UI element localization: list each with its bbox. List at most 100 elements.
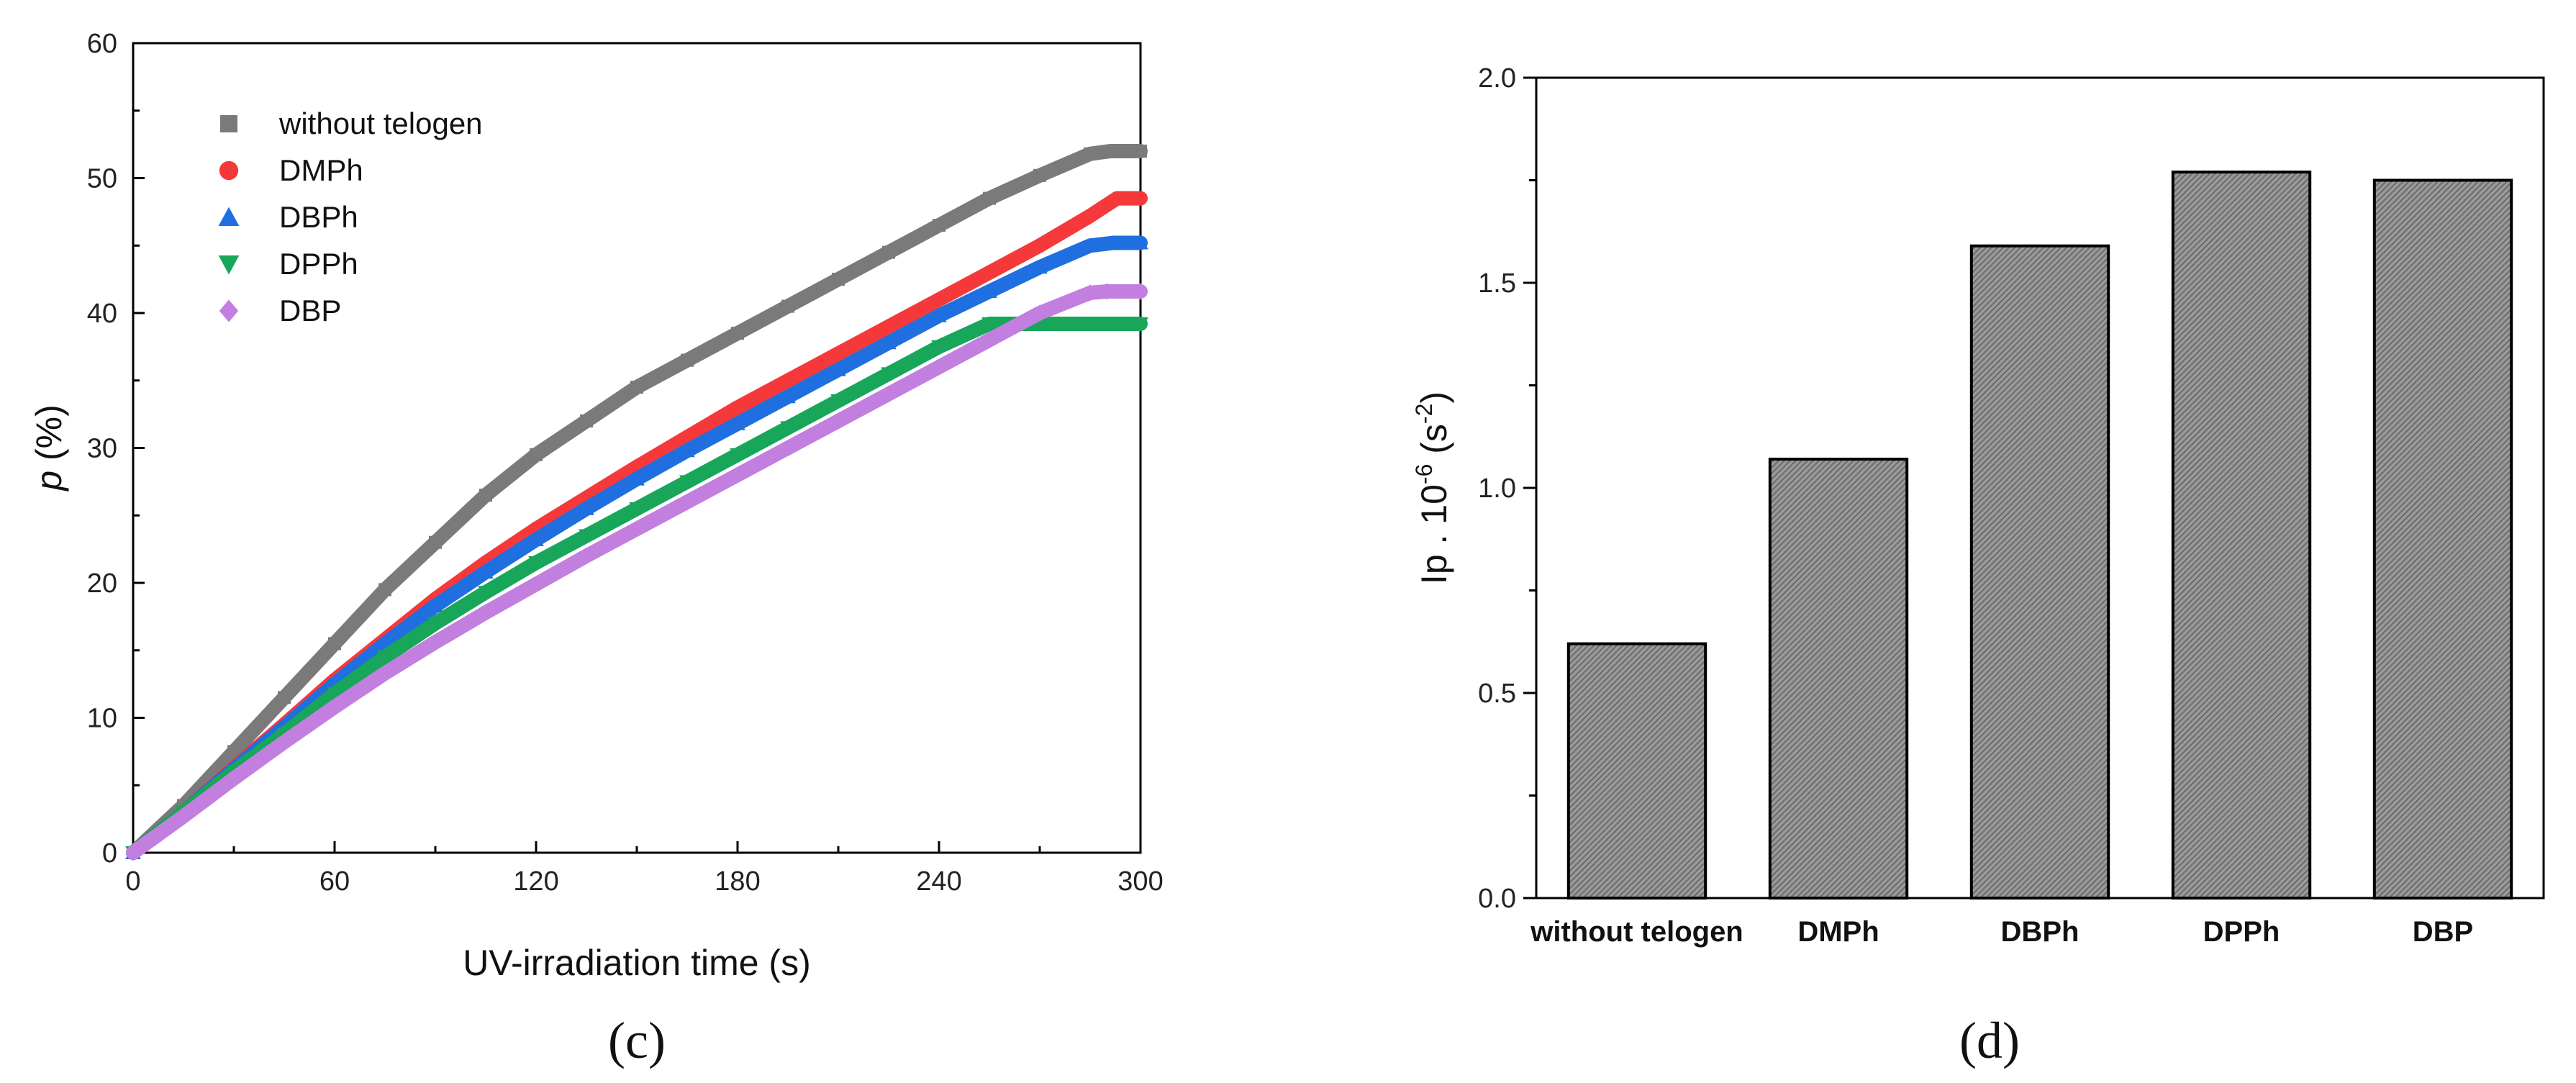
data-point-without-telogen (530, 448, 543, 461)
data-point-dbph (629, 471, 645, 486)
line-chart-y-tick-label: 40 (87, 299, 117, 329)
bar-chart-y-tick-label: 2.0 (1478, 63, 1516, 94)
data-point-dpph (528, 556, 544, 571)
line-chart-x-tick-label: 120 (513, 866, 558, 897)
data-point-without-telogen (1033, 168, 1046, 182)
line-chart-x-tick-label: 0 (125, 866, 140, 897)
data-point-dbp (831, 412, 845, 430)
data-point-dbp (630, 520, 644, 538)
data-point-dbp (1099, 283, 1115, 300)
panel-label-c: (c) (608, 1012, 666, 1069)
data-point-without-telogen (882, 245, 895, 259)
data-point-dpph (881, 367, 897, 382)
bar-chart-x-axis: without telogen DMPh DBPh DPPh DBP (1530, 916, 2473, 948)
data-point-dbph (528, 532, 544, 546)
data-point-dpph (1082, 317, 1098, 332)
line-chart-x-axis: 0 60 120 180 240 300 (125, 841, 1164, 897)
legend-label-dbp: DBP (279, 294, 341, 327)
data-point-dpph (780, 421, 796, 436)
data-point-dbph (679, 443, 695, 458)
line-chart-y-tick-label: 60 (87, 29, 117, 59)
data-point-dbph (1133, 235, 1148, 250)
data-point-without-telogen (681, 353, 694, 367)
data-point-dbp (277, 733, 291, 751)
legend-label-dbph: DBPh (279, 200, 358, 234)
data-point-without-telogen (429, 535, 442, 549)
bar-dbph (1969, 244, 2110, 900)
bar-dpph (2171, 171, 2312, 900)
data-point-dbp (730, 466, 745, 484)
line-chart-panel: 0 10 20 30 40 50 60 0 60 120 180 240 300 without te… (29, 29, 1164, 1069)
legend-entry-dpph: DPPh (218, 247, 358, 281)
bar-chart-y-tick-label: 1.0 (1478, 473, 1516, 504)
bar-chart-y-axis-title-exponent: -6 (1411, 464, 1437, 484)
legend-marker-dbp (219, 299, 239, 322)
line-chart-y-axis-title: p (%) (29, 404, 69, 491)
data-point-dbph (1082, 237, 1098, 253)
series-dpph (125, 317, 1148, 861)
bar-chart-category-label-dpph: DPPh (2203, 916, 2280, 948)
data-point-dpph (1133, 317, 1148, 332)
data-point-dpph (478, 586, 494, 600)
line-chart-x-tick-label: 60 (319, 866, 350, 897)
line-chart-x-tick-label: 240 (916, 866, 961, 897)
data-point-dbp (1083, 284, 1097, 302)
data-point-without-telogen (378, 583, 391, 597)
data-point-dbph (830, 361, 846, 376)
data-point-without-telogen (328, 637, 341, 651)
series-without-telogen (126, 144, 1148, 860)
data-point-dbph (1032, 259, 1048, 274)
data-point-dbp (227, 770, 241, 787)
line-chart-y-tick-label: 30 (87, 434, 117, 464)
data-point-dmph (982, 265, 997, 280)
data-point-dbph (981, 284, 997, 298)
bar-chart-y-tick-label: 0.5 (1478, 679, 1516, 709)
data-point-without-telogen (227, 745, 240, 758)
data-point-dbph (478, 564, 494, 579)
series-line-dbp (126, 284, 1148, 860)
legend-marker-dpph (218, 255, 240, 275)
data-point-dmph (781, 373, 795, 388)
legend-entry-dmph: DMPh (219, 153, 363, 187)
line-chart-y-axis-title-variable: p (29, 471, 69, 492)
data-point-dpph (981, 317, 997, 332)
bar-chart-y-tick-label: 1.5 (1478, 268, 1516, 299)
bar-chart-category-label-dmph: DMPh (1797, 916, 1879, 948)
bar-dmph (1768, 458, 1909, 900)
bar-chart-y-axis-title-unit-close: ) (1414, 391, 1454, 404)
data-point-dpph (327, 686, 343, 702)
data-point-dpph (629, 502, 645, 517)
series-line-dpph (126, 317, 1148, 860)
bar-chart-y-axis: 0.0 0.5 1.0 1.5 2.0 (1478, 63, 1536, 914)
line-chart-y-tick-label: 20 (87, 568, 117, 599)
data-point-dpph (579, 529, 594, 544)
data-point-dbph (730, 415, 745, 430)
bar-without-telogen (1566, 642, 1707, 900)
data-point-dmph (831, 346, 845, 361)
data-point-dpph (830, 394, 846, 409)
data-point-without-telogen (933, 219, 945, 232)
data-point-dbp (932, 358, 946, 376)
data-point-dpph (377, 651, 393, 665)
line-chart-x-tick-label: 300 (1117, 866, 1163, 897)
line-chart-x-tick-label: 180 (715, 866, 760, 897)
legend-label-dmph: DMPh (279, 153, 363, 187)
bar-chart-y-axis-title: Ip . 10-6 (s-2) (1411, 391, 1454, 584)
legend-entry-dbp: DBP (219, 294, 341, 327)
data-point-dbp (781, 439, 795, 457)
data-point-dmph (1033, 238, 1047, 253)
data-point-dmph (1110, 191, 1125, 206)
data-point-dbph (780, 389, 796, 404)
data-point-dmph (1083, 209, 1097, 223)
bar-chart-y-axis-title-unit-exponent: -2 (1411, 404, 1437, 424)
data-point-dbp (126, 844, 140, 861)
line-chart-y-axis-title-unit: (%) (29, 404, 69, 471)
bar-chart-y-tick-label: 0.0 (1478, 884, 1516, 914)
legend-marker-dbph (218, 207, 240, 226)
data-point-dmph (1133, 191, 1148, 206)
data-point-dbp (680, 493, 694, 511)
data-point-dbp (327, 698, 342, 716)
data-point-dpph (730, 448, 745, 463)
data-point-without-telogen (479, 489, 492, 502)
